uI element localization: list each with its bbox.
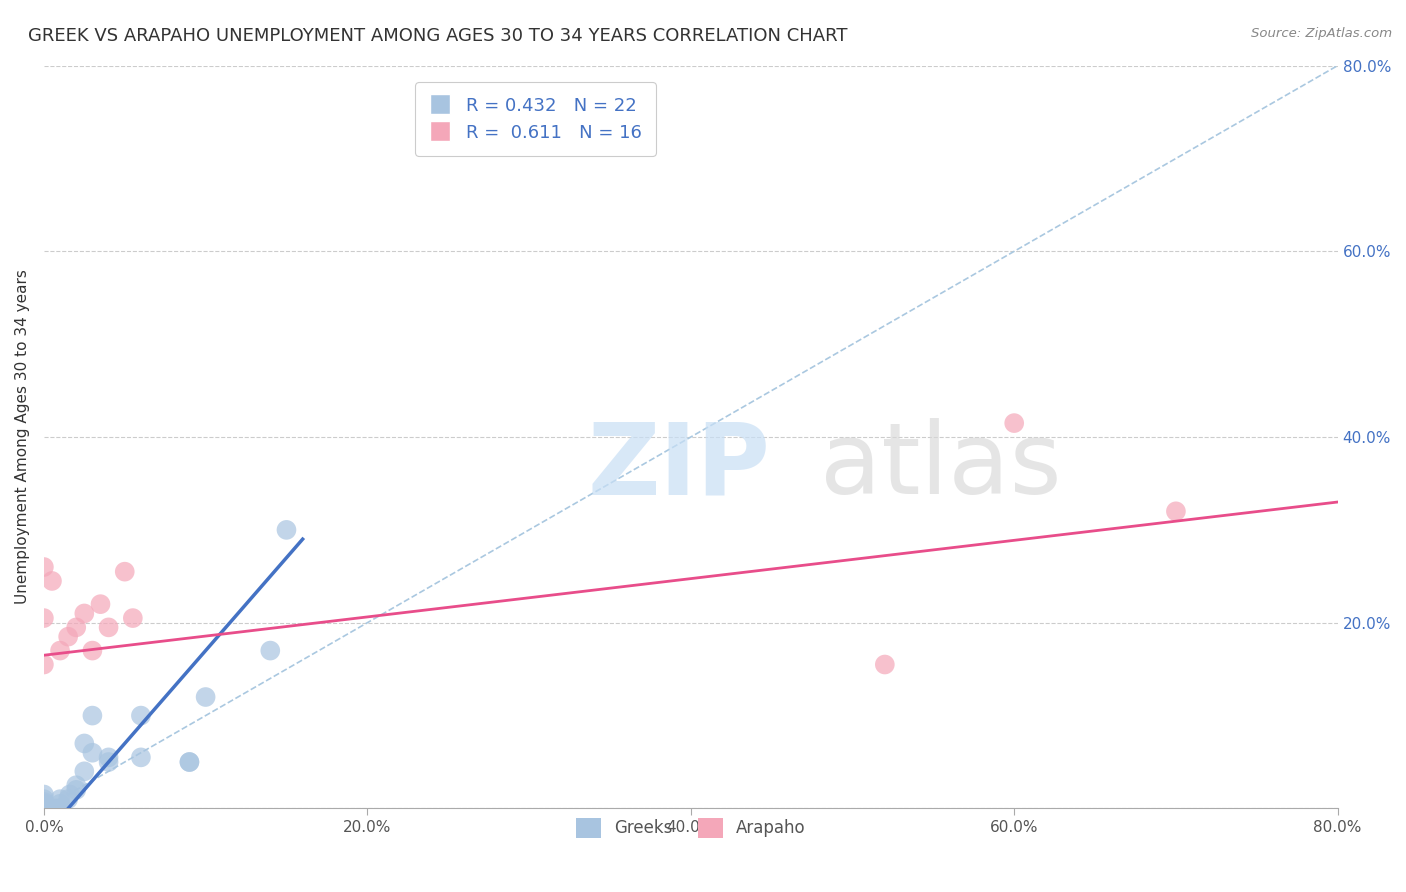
Point [1164, 504, 1187, 518]
Point [97, 755, 120, 769]
Point [65, 620, 87, 634]
Text: Source: ZipAtlas.com: Source: ZipAtlas.com [1251, 27, 1392, 40]
Point [32, 611, 55, 625]
Point [32, 797, 55, 811]
Point [32, 801, 55, 815]
Point [89, 597, 111, 611]
Point [49, 792, 72, 806]
Point [129, 750, 152, 764]
Point [32, 801, 55, 815]
Point [276, 523, 298, 537]
Point [179, 755, 201, 769]
Point [59, 788, 82, 802]
Point [56, 792, 79, 806]
Point [129, 708, 152, 723]
Point [32, 788, 55, 802]
Point [32, 795, 55, 809]
Point [82, 643, 104, 657]
Text: GREEK VS ARAPAHO UNEMPLOYMENT AMONG AGES 30 TO 34 YEARS CORRELATION CHART: GREEK VS ARAPAHO UNEMPLOYMENT AMONG AGES… [28, 27, 848, 45]
Point [97, 750, 120, 764]
Point [65, 783, 87, 797]
Point [194, 690, 217, 704]
Point [44, 801, 66, 815]
Point [121, 611, 143, 625]
Point [1002, 416, 1025, 430]
Point [56, 630, 79, 644]
Point [82, 746, 104, 760]
Point [114, 565, 136, 579]
Point [179, 755, 201, 769]
Point [73, 607, 96, 621]
Text: ZIP: ZIP [588, 418, 770, 516]
Point [873, 657, 896, 672]
Point [32, 792, 55, 806]
Point [41, 801, 63, 815]
Point [49, 643, 72, 657]
Y-axis label: Unemployment Among Ages 30 to 34 years: Unemployment Among Ages 30 to 34 years [15, 269, 30, 605]
Legend: Greeks, Arapaho: Greeks, Arapaho [569, 811, 813, 845]
Point [48, 801, 70, 815]
Point [73, 736, 96, 750]
Point [49, 797, 72, 811]
Point [65, 778, 87, 792]
Point [32, 657, 55, 672]
Point [259, 643, 281, 657]
Text: atlas: atlas [820, 418, 1062, 516]
Point [41, 574, 63, 588]
Point [73, 764, 96, 779]
Point [97, 620, 120, 634]
Point [32, 560, 55, 574]
Point [82, 708, 104, 723]
